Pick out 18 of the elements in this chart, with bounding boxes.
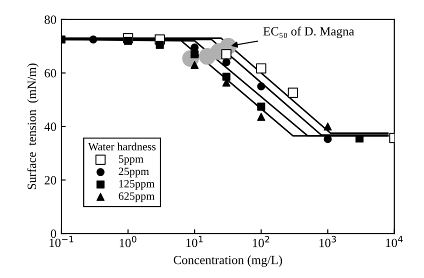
x-axis-title: Concentration (mg/L) (174, 255, 282, 267)
y-axis-title: Surface tension (mN/m) (27, 64, 39, 190)
x-tick-label: 10$^{0}$ (120, 236, 136, 248)
legend-title: Water hardness (88, 142, 156, 150)
legend-label: 5ppm (118, 155, 144, 166)
x-tick-label: 10$^{1}$ (186, 236, 203, 248)
annotation: EC₅₀ of D. Magna (263, 26, 354, 38)
y-tick-label: 20 (44, 176, 56, 184)
x-tick-label: 10$^{4}$ (386, 236, 403, 248)
y-tick-label: 0 (50, 230, 56, 238)
y-tick-label: 80 (44, 15, 56, 24)
legend-label: 125ppm (119, 180, 155, 190)
y-tick-label: 60 (44, 69, 56, 78)
legend-label: 25ppm (118, 168, 149, 178)
x-tick-label: 10$^{3}$ (320, 236, 336, 248)
x-tick-label: 10$^{2}$ (252, 236, 270, 248)
legend-label: 625ppm (118, 192, 155, 202)
y-tick-label: 40 (44, 122, 56, 131)
